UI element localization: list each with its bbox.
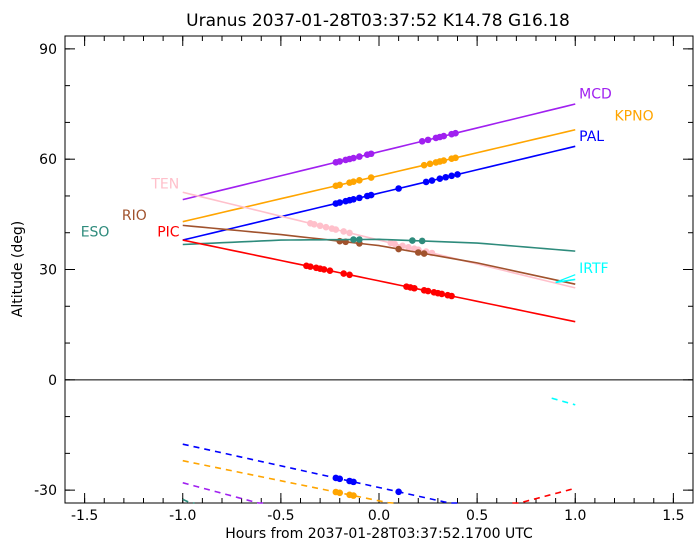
series-point-eso: [409, 237, 416, 244]
series-point-pal: [442, 173, 450, 181]
series-line-rio: [182, 224, 576, 285]
series-point-mcd: [350, 154, 357, 162]
series-leader-irtf: [555, 274, 576, 283]
series-point-pic: [346, 271, 353, 279]
series-point-ten: [332, 226, 340, 233]
below-line-eso: [182, 498, 195, 504]
x-tick-label: -0.5: [267, 508, 294, 524]
series-point-kpno: [452, 154, 459, 162]
series-point-mcd: [424, 136, 432, 144]
series-point-pal: [356, 194, 363, 202]
series-point-ten: [340, 228, 347, 235]
series-point-kpno: [420, 161, 428, 169]
x-tick-label: -1.5: [71, 508, 98, 524]
series-point-mcd: [356, 153, 363, 160]
series-line-kpno: [182, 128, 576, 223]
y-axis: -30 0 30 60 90: [34, 42, 693, 499]
below-line-mcd: [182, 482, 266, 504]
below-point-pal: [350, 478, 357, 486]
series-point-pic: [326, 267, 334, 274]
series-point-rio: [420, 250, 428, 257]
series-point-mcd: [336, 158, 344, 165]
series-point-pic: [424, 287, 432, 295]
below-point-kpno: [336, 489, 344, 497]
y-tick-label: 60: [39, 152, 57, 168]
series-point-pal: [436, 175, 444, 182]
series-point-ten: [316, 222, 324, 230]
series-point-mcd: [440, 132, 448, 140]
series-point-kpno: [350, 178, 357, 186]
series-point-pal: [454, 171, 461, 178]
series-label-pal: PAL: [579, 129, 604, 145]
x-axis-label: Hours from 2037-01-28T03:37:52.1700 UTC: [225, 526, 533, 542]
series-point-kpno: [336, 181, 344, 189]
series-point-eso: [356, 236, 363, 243]
series-point-rio: [414, 249, 422, 256]
series-line-pal: [182, 145, 576, 241]
y-tick-label: 30: [39, 263, 57, 279]
series-point-kpno: [426, 160, 434, 168]
series-point-kpno: [356, 177, 363, 184]
series-point-rio: [395, 245, 402, 253]
series-label-ten: TEN: [150, 177, 179, 193]
x-axis: -1.5 -1.0 -0.5 0.0 0.5 1.0 1.5: [71, 36, 685, 524]
series-point-mcd: [418, 138, 426, 145]
series-point-pic: [307, 263, 314, 270]
series-point-pal: [395, 185, 402, 192]
series-point-pal: [422, 178, 430, 186]
series-label-mcd: MCD: [579, 87, 612, 103]
series-point-ten: [405, 243, 412, 251]
x-tick-label: -1.0: [169, 508, 196, 524]
series-point-pal: [428, 177, 436, 184]
below-horizon-layer: [182, 397, 576, 504]
series-label-irtf: IRTF: [579, 261, 608, 277]
series-point-ten: [346, 229, 353, 237]
series-point-pic: [448, 292, 455, 300]
series-point-pal: [336, 199, 344, 206]
series-line-pic: [182, 239, 576, 323]
series-point-eso: [418, 237, 426, 245]
series-label-pic: PIC: [157, 224, 180, 240]
series-label-rio: RIO: [122, 208, 147, 224]
series-point-ten: [391, 240, 399, 248]
series-point-eso: [350, 236, 357, 243]
y-tick-label: 0: [48, 373, 57, 389]
series-point-kpno: [440, 157, 448, 164]
series-layer: [182, 103, 576, 323]
y-tick-label: 90: [39, 42, 57, 58]
series-line-eso: [182, 238, 576, 252]
below-point-pal: [395, 488, 402, 496]
x-tick-label: 0.0: [368, 508, 390, 524]
below-line-irtf: [551, 397, 576, 406]
series-point-pal: [448, 172, 455, 180]
x-tick-label: 1.5: [662, 508, 684, 524]
series-point-mcd: [452, 129, 459, 137]
series-point-ten: [310, 221, 318, 228]
x-tick-label: 1.0: [564, 508, 586, 524]
series-point-pal: [350, 195, 357, 203]
series-point-mcd: [367, 150, 375, 158]
series-point-pic: [438, 290, 446, 298]
chart-title: Uranus 2037-01-28T03:37:52 K14.78 G16.18: [186, 11, 570, 31]
series-label-eso: ESO: [81, 224, 110, 240]
series-label-kpno: KPNO: [615, 109, 654, 125]
series-point-pic: [411, 284, 418, 292]
below-point-kpno: [350, 492, 357, 499]
series-point-kpno: [367, 174, 375, 181]
below-line-kpno: [182, 459, 399, 504]
series-point-pal: [367, 191, 375, 199]
x-tick-label: 0.5: [466, 508, 488, 524]
y-axis-label: Altitude (deg): [10, 221, 26, 317]
below-line-pal: [182, 443, 458, 504]
y-tick-label: -30: [34, 483, 57, 499]
series-line-irtf: [555, 278, 576, 284]
series-point-pic: [340, 270, 347, 277]
series-point-pic: [320, 266, 328, 273]
series-line-mcd: [182, 103, 576, 201]
series-point-ten: [322, 223, 330, 231]
below-point-pal: [336, 475, 344, 483]
